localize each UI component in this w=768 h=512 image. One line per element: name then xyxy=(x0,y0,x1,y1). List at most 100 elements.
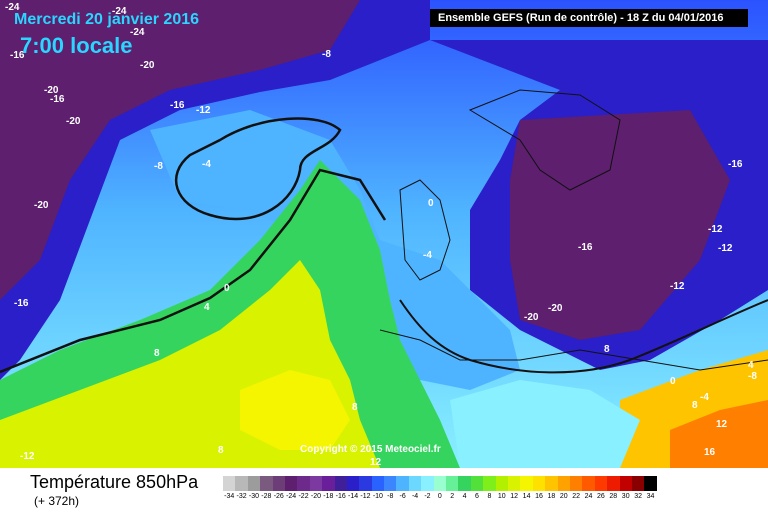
legend-panel: Température 850hPa (+ 372h) -34 -32 -30 -28… xyxy=(0,468,768,512)
isotherm-value: 8 xyxy=(154,348,160,359)
isotherm-value: -20 xyxy=(66,116,81,127)
scale-label: 0 xyxy=(437,493,442,500)
coastline-southern-europe xyxy=(379,329,768,371)
scale-swatch xyxy=(384,476,397,491)
isotherm-value: 12 xyxy=(716,419,728,430)
isotherm-value: -20 xyxy=(524,312,539,323)
color-scale-labels: -34 -32 -30 -28 -26 -24 -22 -20 -18 -16 -14 -12 -10-… xyxy=(223,493,657,505)
isotherm-value: -16 xyxy=(728,159,743,170)
isotherm-value: -20 xyxy=(548,303,563,314)
cool-region-mediterranean xyxy=(450,380,640,468)
copyright-text: Copyright © 2015 Meteociel.fr xyxy=(300,444,441,455)
scale-label: 26 xyxy=(597,493,605,500)
scale-label: 6 xyxy=(475,493,479,500)
scale-swatch xyxy=(495,476,508,491)
scale-label: 24 xyxy=(584,493,593,500)
isotherm-value: -16 xyxy=(50,94,65,105)
scale-label: -20 xyxy=(310,493,321,500)
scale-label: -24 xyxy=(286,493,297,500)
scale-swatch xyxy=(223,476,236,491)
scale-swatch xyxy=(507,476,521,491)
very-cold-region-northwest xyxy=(0,0,360,300)
scale-swatch xyxy=(458,476,471,491)
isotherm-value: -12 xyxy=(708,224,723,235)
scale-label: 2 xyxy=(450,493,455,500)
hot-region-southeast xyxy=(670,400,768,468)
scale-swatch xyxy=(421,476,434,491)
scale-swatch xyxy=(408,476,422,491)
scale-label: 16 xyxy=(535,493,543,500)
scale-label: -4 xyxy=(411,493,419,500)
scale-label: -6 xyxy=(399,493,406,500)
isotherm-value: -12 xyxy=(196,105,211,116)
scale-swatch xyxy=(594,476,608,491)
scale-swatch xyxy=(631,476,645,491)
scale-label: -14 xyxy=(348,493,359,500)
very-cold-region-europe xyxy=(510,110,730,340)
scale-label: -34 xyxy=(224,493,235,500)
isotherm-value-labels: -24 -24-24-16-20-8-20-16-16 -12-20-8 -4 -16-… xyxy=(5,2,757,468)
forecast-date: Mercredi 20 janvier 2016 xyxy=(14,11,200,28)
scale-swatch xyxy=(569,476,583,491)
scale-label: -26 xyxy=(273,493,284,500)
isotherm-value: -8 xyxy=(322,49,331,60)
isotherm-value: 4 xyxy=(204,302,210,313)
isotherm-value: -4 xyxy=(423,250,432,261)
isotherm-value: -20 xyxy=(44,85,59,96)
isotherm-value: -24 xyxy=(112,6,127,17)
scale-swatch xyxy=(644,476,657,491)
scale-label: 18 xyxy=(547,493,556,500)
isotherm-value: 8 xyxy=(604,344,610,355)
isotherm-value: -16 xyxy=(10,50,25,61)
scale-swatch xyxy=(557,476,570,491)
scale-swatch xyxy=(322,476,335,491)
scale-swatch xyxy=(520,476,533,491)
scale-label: -16 xyxy=(335,493,346,500)
scale-swatch xyxy=(582,476,595,491)
scale-swatch xyxy=(483,476,496,491)
scale-swatch xyxy=(272,476,285,491)
isotherm-value: -12 xyxy=(20,451,35,462)
color-scale xyxy=(223,476,657,491)
isotherm-value: -8 xyxy=(154,161,163,172)
scale-label: 14 xyxy=(522,493,531,500)
temperature-map: -24 -24-24-16-20-8-20-16-16 -12-20-8 -4 -16-… xyxy=(0,0,768,468)
isotherm-value: -20 xyxy=(34,200,49,211)
scale-label: -30 xyxy=(248,493,260,500)
isotherm-value: 8 xyxy=(692,400,698,411)
isotherm-value: 12 xyxy=(370,457,382,468)
scale-swatch xyxy=(359,476,372,491)
isotherm-value: -16 xyxy=(14,298,29,309)
scale-swatch xyxy=(334,476,347,491)
isotherm-value: -4 xyxy=(202,159,211,170)
scale-swatch xyxy=(396,476,409,491)
model-run-banner: Ensemble GEFS (Run de contrôle) - 18 Z d… xyxy=(430,9,748,27)
scale-label: 4 xyxy=(462,493,467,500)
forecast-time: 7:00 locale xyxy=(20,33,133,58)
scale-swatch xyxy=(433,476,447,491)
isotherm-europe-line xyxy=(399,299,768,374)
coastline-british-isles xyxy=(399,179,451,281)
isotherm-value: 8 xyxy=(352,402,358,413)
isotherm-value: -24 xyxy=(130,27,145,38)
scale-label: 32 xyxy=(634,493,642,500)
scale-label: 12 xyxy=(510,493,519,500)
scale-label: -8 xyxy=(387,493,394,500)
isotherm-value: -16 xyxy=(578,242,593,253)
isotherm-value: 8 xyxy=(218,445,224,456)
isotherm-value: 0 xyxy=(224,283,230,294)
scale-swatch xyxy=(309,476,323,491)
isotherm-value: -12 xyxy=(718,243,733,254)
scale-label: -32 xyxy=(236,493,247,500)
isotherm-value: -8 xyxy=(748,371,757,382)
scale-swatch xyxy=(284,476,298,491)
isotherm-value: 0 xyxy=(428,198,434,209)
scale-swatch xyxy=(235,476,248,491)
scale-swatch xyxy=(532,476,546,491)
scale-label: -18 xyxy=(323,493,334,500)
scale-swatch xyxy=(247,476,261,491)
scale-label: -10 xyxy=(372,493,383,500)
scale-swatch xyxy=(446,476,459,491)
scale-swatch xyxy=(260,476,273,491)
